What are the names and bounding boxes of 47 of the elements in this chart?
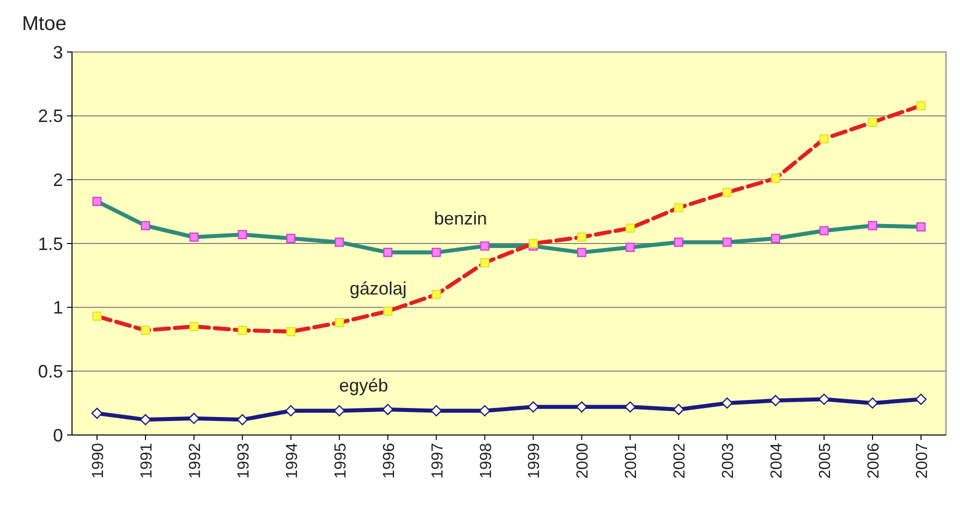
x-tick-label: 2006 (866, 442, 883, 479)
x-tick-label: 2007 (914, 442, 931, 479)
series-label: gázolaj (350, 278, 407, 299)
x-tick-label: 1992 (186, 442, 204, 479)
point (285, 405, 296, 416)
point (770, 394, 782, 406)
x-tick-label: 1993 (235, 442, 252, 479)
y-tick-label: 3 (52, 42, 63, 62)
x-tick-label: 2005 (817, 442, 834, 479)
y-tick-label: 2 (52, 170, 63, 190)
point (673, 404, 684, 416)
point (866, 397, 878, 409)
point (818, 394, 830, 405)
point (528, 401, 539, 413)
x-tick-label: 2000 (574, 442, 592, 479)
point (140, 414, 152, 426)
x-tick-label: 1999 (526, 442, 544, 479)
x-tick-label: 1991 (138, 442, 156, 479)
point (382, 404, 394, 416)
x-tick-label: 1995 (332, 442, 350, 479)
x-tick-label: 2001 (623, 442, 640, 479)
point (430, 405, 442, 416)
y-tick-label: 1.5 (38, 234, 63, 254)
point (915, 394, 927, 405)
series-label: benzin (434, 208, 488, 228)
y-tick-label: 0 (52, 425, 63, 446)
series-label: egyéb (339, 376, 388, 396)
x-tick-label: 2002 (672, 442, 689, 479)
y-tick-label: 2.5 (38, 106, 63, 126)
x-tick-label: 1998 (478, 442, 495, 479)
y-tick-label: 1 (52, 298, 63, 318)
x-tick-label: 1997 (429, 442, 446, 479)
y-tick-label: 0.5 (38, 361, 63, 382)
x-tick-label: 1996 (380, 442, 398, 479)
point (722, 397, 733, 409)
point (479, 405, 490, 416)
point (576, 401, 588, 413)
x-tick-label: 2004 (768, 442, 786, 479)
y-axis-title: Mtoe (22, 13, 66, 35)
point (188, 412, 200, 424)
point (624, 401, 636, 413)
point (334, 405, 345, 416)
x-tick-label: 1994 (284, 442, 301, 479)
x-tick-label: 2003 (720, 442, 738, 479)
point (236, 414, 248, 426)
point (91, 408, 103, 419)
x-tick-label: 1990 (90, 442, 107, 479)
